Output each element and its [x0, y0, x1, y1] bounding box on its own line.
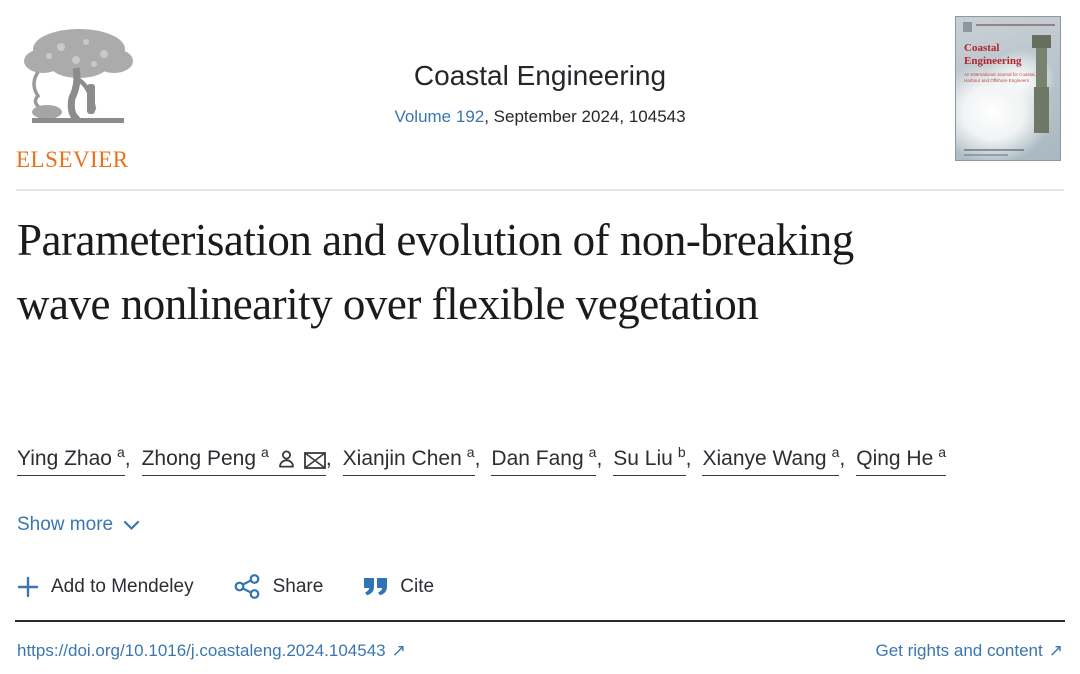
- author-separator: ,: [596, 447, 603, 470]
- share-button[interactable]: Share: [234, 574, 324, 599]
- author-link-qing-he[interactable]: Qing He a: [856, 444, 947, 476]
- author-link-xianye-wang[interactable]: Xianye Wang a: [702, 444, 840, 476]
- elsevier-wordmark: ELSEVIER: [16, 147, 129, 172]
- cover-mini-elsevier-logo: [963, 22, 972, 32]
- author-affiliation-sup: a: [466, 444, 475, 460]
- get-rights-link[interactable]: Get rights and content ↗: [875, 641, 1063, 661]
- cover-top-text-bar: [976, 24, 1055, 26]
- author-name: Xianye Wang: [702, 447, 827, 470]
- cover-journal-subtitle: An International Journal for Coastal, Ha…: [964, 72, 1036, 84]
- author-link-ying-zhao[interactable]: Ying Zhao a: [17, 444, 125, 476]
- doi-link[interactable]: https://doi.org/10.1016/j.coastaleng.202…: [17, 641, 406, 661]
- section-divider: [15, 620, 1065, 622]
- show-more-label: Show more: [17, 514, 114, 535]
- show-more-button[interactable]: Show more: [17, 514, 140, 536]
- add-to-mendeley-button[interactable]: Add to Mendeley: [17, 576, 194, 598]
- plus-icon: [17, 576, 39, 597]
- email-icon: [303, 452, 326, 469]
- add-to-mendeley-label: Add to Mendeley: [51, 575, 194, 597]
- journal-title-link[interactable]: Coastal Engineering: [413, 60, 667, 91]
- share-icon: [234, 574, 259, 599]
- author-affiliation-sup: a: [588, 444, 597, 460]
- cite-label: Cite: [400, 575, 435, 597]
- author-name: Qing He: [856, 447, 934, 470]
- author-list: Ying Zhao a, Zhong Peng a, Xianjin Chen a, Dan…: [17, 444, 947, 476]
- elsevier-tree-icon: [24, 29, 133, 123]
- author-affiliation-sup: a: [831, 444, 840, 460]
- cite-button[interactable]: Cite: [363, 576, 434, 598]
- author-name: Ying Zhao: [17, 447, 112, 470]
- cover-top-strip: [963, 22, 1055, 32]
- action-bar: Add to Mendeley Share Cite: [17, 574, 434, 599]
- doi-link-label: https://doi.org/10.1016/j.coastaleng.202…: [17, 641, 386, 660]
- author-name: Su Liu: [613, 447, 673, 470]
- elsevier-logo[interactable]: ELSEVIER: [16, 22, 146, 173]
- author-separator: ,: [325, 447, 332, 470]
- author-link-xianjin-chen[interactable]: Xianjin Chen a: [342, 444, 475, 476]
- journal-header: Coastal Engineering Volume 192, Septembe…: [0, 60, 1080, 127]
- author-separator: ,: [474, 447, 481, 470]
- author-affiliation-sup: a: [116, 444, 125, 460]
- author-name: Xianjin Chen: [342, 447, 462, 470]
- article-title: Parameterisation and evolution of non-br…: [17, 215, 854, 329]
- cover-journal-title: Coastal Engineering: [964, 42, 1022, 67]
- chevron-down-icon: [124, 520, 140, 530]
- author-separator: ,: [124, 447, 131, 470]
- get-rights-label: Get rights and content: [875, 641, 1043, 660]
- person-icon: [278, 450, 294, 468]
- issue-details: , September 2024, 104543: [484, 107, 686, 126]
- author-link-dan-fang[interactable]: Dan Fang a: [491, 444, 597, 476]
- footer-links: https://doi.org/10.1016/j.coastaleng.202…: [17, 641, 1063, 661]
- author-affiliation-sup: a: [938, 444, 947, 460]
- author-name: Dan Fang: [491, 447, 584, 470]
- author-affiliation-sup: b: [677, 444, 686, 460]
- author-link-su-liu[interactable]: Su Liu b: [613, 444, 686, 476]
- cite-quote-icon: [364, 578, 388, 596]
- cover-lighthouse: [1032, 35, 1051, 133]
- journal-cover-thumbnail[interactable]: Coastal Engineering An International Jou…: [955, 16, 1061, 161]
- cover-footer-text-bar: [964, 149, 1024, 151]
- share-label: Share: [272, 575, 324, 597]
- external-link-icon: ↗: [1048, 641, 1063, 661]
- header-divider: [16, 189, 1064, 191]
- volume-link[interactable]: Volume 192: [394, 107, 485, 126]
- external-link-icon: ↗: [391, 641, 406, 661]
- issue-line: Volume 192, September 2024, 104543: [0, 107, 1080, 127]
- author-link-zhong-peng[interactable]: Zhong Peng a: [141, 444, 326, 476]
- cover-footer-text-bar-2: [964, 154, 1008, 156]
- author-separator: ,: [685, 447, 692, 470]
- author-separator: ,: [839, 447, 846, 470]
- author-affiliation-sup: a: [261, 444, 269, 460]
- author-name: Zhong Peng: [141, 447, 257, 470]
